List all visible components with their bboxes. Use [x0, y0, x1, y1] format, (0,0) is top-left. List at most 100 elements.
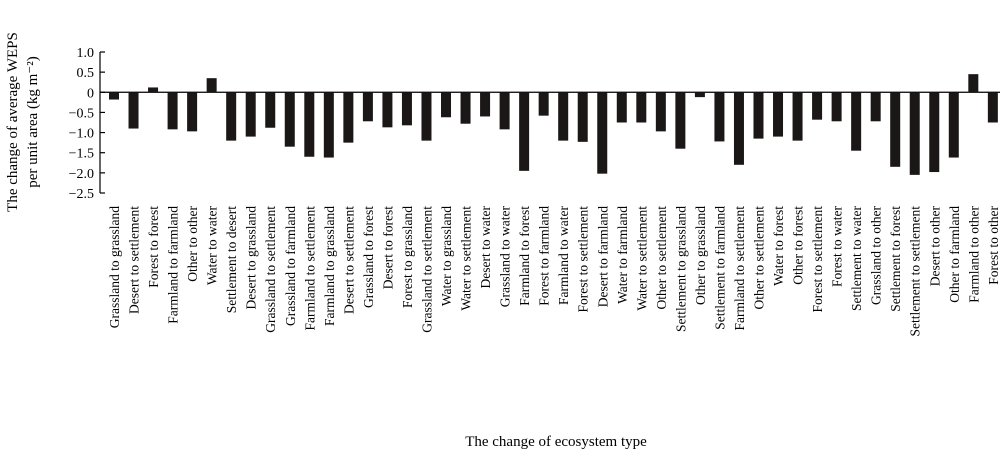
bar	[890, 92, 901, 167]
bar	[773, 92, 784, 137]
x-category-label: Desert to settlement	[127, 206, 142, 314]
bar	[226, 92, 237, 141]
bars	[109, 74, 998, 175]
bar	[714, 92, 725, 142]
x-category-label: Grassland to forest	[361, 206, 376, 308]
bar	[148, 87, 159, 93]
x-category-label: Settlement to farmland	[712, 206, 727, 330]
x-category-label: Water to water	[205, 205, 220, 285]
x-category-label: Grassland to settlement	[419, 206, 434, 333]
bar	[675, 92, 686, 149]
x-category-label: Forest to forest	[146, 206, 161, 288]
bar	[187, 92, 198, 132]
x-category-label: Other to settlement	[751, 206, 766, 310]
bar	[987, 92, 998, 123]
x-category-label: Settlement to grassland	[673, 206, 688, 332]
y-tick-label: 0.5	[77, 66, 95, 81]
x-category-label: Desert to forest	[380, 206, 395, 289]
x-category-label: Farmland to grassland	[322, 206, 337, 326]
bar	[401, 92, 412, 126]
bar	[577, 92, 588, 142]
bar	[382, 92, 393, 128]
x-category-label: Other to other	[185, 206, 200, 282]
x-category-label: Forest to other	[986, 206, 1000, 285]
x-category-label: Grassland to settlement	[263, 206, 278, 333]
y-tick-label: 0	[87, 86, 94, 101]
y-axis-title-line-1: The change of average WEPS	[5, 32, 21, 212]
x-axis-title: The change of ecosystem type	[465, 434, 647, 450]
bar	[929, 92, 940, 173]
x-category-label: Desert to water	[478, 206, 493, 289]
bar	[421, 92, 432, 141]
bar	[265, 92, 276, 128]
bar	[284, 92, 295, 147]
x-category-label: Grassland to farmland	[283, 206, 298, 326]
bar	[870, 92, 881, 122]
x-category-label: Farmland to settlement	[732, 206, 747, 331]
y-axis-title-line-2: per unit area (kg m⁻²)	[25, 56, 41, 188]
x-category-label: Farmland to settlement	[302, 206, 317, 331]
y-tick-label: −1.0	[69, 127, 94, 142]
category-labels: Grassland to grassland Desert to settleme…	[107, 205, 1000, 336]
x-category-label: Forest to grassland	[400, 206, 415, 308]
bar	[538, 92, 549, 116]
bar	[616, 92, 627, 123]
bar	[519, 92, 530, 171]
x-category-label: Grassland to other	[869, 206, 884, 305]
bar	[245, 92, 256, 137]
bar	[362, 92, 373, 122]
x-category-label: Other to farmland	[947, 206, 962, 303]
x-category-label: Desert to farmland	[595, 206, 610, 307]
bar	[909, 92, 920, 175]
bar	[558, 92, 569, 141]
x-category-label: Other to settlement	[654, 206, 669, 310]
x-category-label: Other to forest	[791, 206, 806, 285]
bar	[694, 92, 705, 98]
bar	[733, 92, 744, 165]
x-category-label: Water to settlement	[459, 206, 474, 311]
bar	[636, 92, 647, 123]
x-category-label: Settlement to forest	[888, 206, 903, 312]
y-tick-label: −1.5	[69, 147, 94, 162]
y-ticks: 1.0 0.5 0 −0.5 −1.0 −1.5 −2.0 −2.5	[69, 46, 105, 202]
bar	[460, 92, 471, 124]
x-category-label: Settlement to desert	[224, 206, 239, 313]
bar	[968, 74, 979, 93]
y-tick-label: −0.5	[69, 106, 94, 121]
x-category-label: Water to farmland	[615, 206, 630, 304]
bar	[128, 92, 139, 129]
bar	[343, 92, 354, 143]
y-tick-label: −2.5	[69, 187, 94, 202]
x-category-label: Grassland to water	[498, 205, 513, 307]
x-category-label: Settlement to settlement	[908, 206, 923, 337]
x-category-label: Water to grassland	[439, 206, 454, 306]
x-category-label: Grassland to grassland	[107, 206, 122, 328]
x-category-label: Settlement to water	[849, 205, 864, 310]
x-category-label: Forest to settlement	[810, 206, 825, 313]
bar	[441, 92, 452, 118]
bar	[167, 92, 178, 130]
bar	[109, 92, 119, 100]
bar	[792, 92, 803, 141]
x-category-label: Desert to grassland	[244, 206, 259, 310]
y-tick-label: 1.0	[77, 46, 95, 61]
x-category-label: Water to settlement	[634, 206, 649, 311]
bar	[323, 92, 334, 158]
y-tick-label: −2.0	[69, 167, 94, 182]
bar	[851, 92, 862, 151]
x-category-label: Forest to settlement	[576, 206, 591, 313]
x-category-label: Desert to settlement	[341, 206, 356, 314]
bar	[655, 92, 666, 132]
x-category-label: Water to forest	[771, 206, 786, 286]
x-category-label: Farmland to other	[966, 206, 981, 303]
x-category-label: Forest to water	[830, 205, 845, 286]
bar	[948, 92, 959, 158]
bar	[812, 92, 823, 120]
bar	[206, 78, 217, 93]
x-category-label: Forest to farmland	[537, 206, 552, 306]
x-category-label: Farmland to water	[556, 206, 571, 305]
bar	[304, 92, 315, 157]
x-category-label: Desert to other	[927, 206, 942, 287]
bar	[831, 92, 842, 122]
